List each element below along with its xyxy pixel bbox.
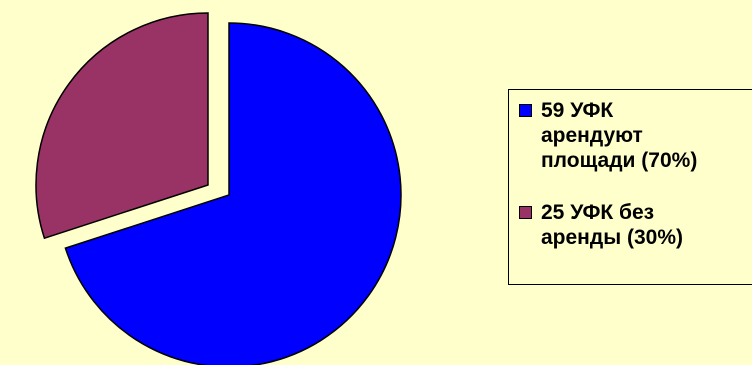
pie-slice-rent: [64, 22, 402, 365]
legend: 59 УФК арендуют площади (70%) 25 УФК без…: [508, 89, 752, 285]
legend-label-rent: 59 УФК арендуют площади (70%): [541, 99, 698, 172]
pie-slice-no-rent: [35, 12, 209, 240]
legend-swatch-rent: [519, 104, 532, 117]
legend-swatch-no-rent: [519, 206, 532, 219]
legend-label-no-rent: 25 УФК без аренды (30%): [541, 201, 683, 249]
